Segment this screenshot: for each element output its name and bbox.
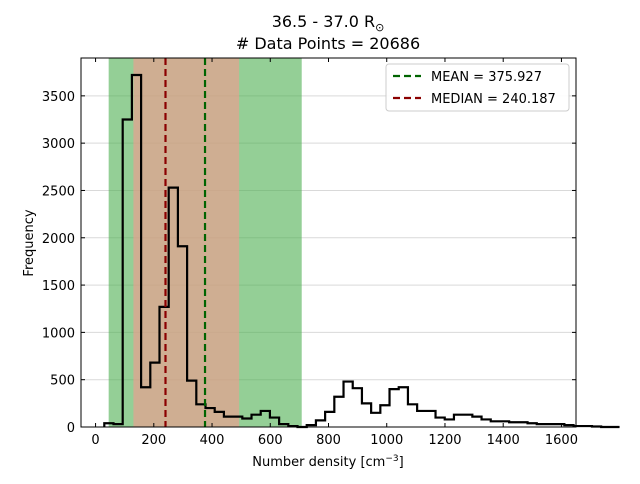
y-tick-label: 500: [50, 374, 75, 389]
x-axis-label: Number density [cm−3]: [252, 454, 403, 470]
legend: MEAN = 375.927 MEDIAN = 240.187: [385, 63, 570, 112]
title-line-2: # Data Points = 20686: [236, 34, 420, 53]
x-tick-label: 800: [316, 433, 341, 448]
y-tick-label: 3500: [42, 90, 75, 105]
title-line-1: 36.5 - 37.0 R⊙: [272, 12, 385, 34]
y-tick-label: 2000: [42, 232, 75, 247]
legend-median-label: MEDIAN = 240.187: [431, 92, 556, 107]
y-axis-label: Frequency: [22, 209, 37, 276]
x-tick-label: 600: [258, 433, 283, 448]
legend-mean-label: MEAN = 375.927: [431, 70, 542, 85]
x-tick-label: 400: [200, 433, 225, 448]
x-tick-label: 1200: [428, 433, 461, 448]
histogram-step-line: [103, 73, 620, 429]
y-tick-label: 0: [67, 421, 75, 436]
x-tick-label: 1400: [487, 433, 520, 448]
x-tick-label: 1600: [545, 433, 578, 448]
x-tick-label: 200: [141, 433, 166, 448]
x-tick-label: 0: [91, 433, 99, 448]
x-tick-label: 1000: [370, 433, 403, 448]
chart-title: 36.5 - 37.0 R⊙ # Data Points = 20686: [236, 12, 420, 53]
y-tick-label: 1500: [42, 279, 75, 294]
sun-symbol: ⊙: [375, 21, 384, 34]
legend-box: [385, 63, 570, 112]
y-tick-label: 3000: [42, 137, 75, 152]
y-tick-label: 1000: [42, 326, 75, 341]
y-tick-label: 2500: [42, 184, 75, 199]
